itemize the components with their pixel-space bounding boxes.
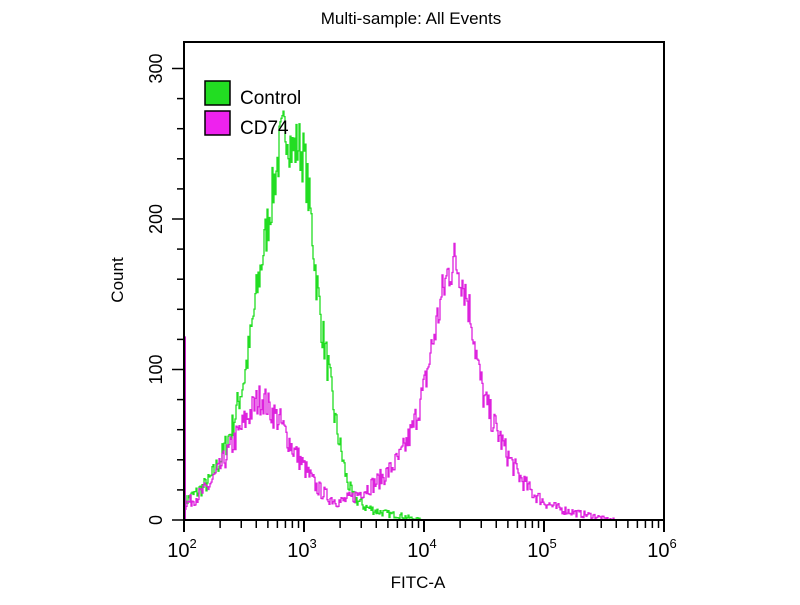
chart-title: Multi-sample: All Events [321,9,501,28]
y-axis-label: Count [108,257,127,303]
y-tick-label: 200 [146,204,166,234]
x-axis-label: FITC-A [391,573,446,592]
series-line-cd74 [184,242,616,521]
y-tick-label: 100 [146,354,166,384]
plot-frame [183,41,665,521]
legend-label-control: Control [240,88,301,109]
x-tick-label: 105 [527,536,556,562]
legend-swatch-cd74 [204,110,231,136]
y-tick-label: 300 [146,53,166,83]
y-tick-label: 0 [146,515,166,525]
x-tick-label: 106 [647,536,676,562]
x-tick-label: 104 [407,536,436,562]
legend-swatch-control [204,80,231,106]
x-tick-label: 103 [287,536,316,562]
legend: Control CD74 [204,80,301,139]
legend-label-cd74: CD74 [240,118,289,139]
x-tick-label: 102 [167,536,196,562]
series-line-control [184,110,424,521]
